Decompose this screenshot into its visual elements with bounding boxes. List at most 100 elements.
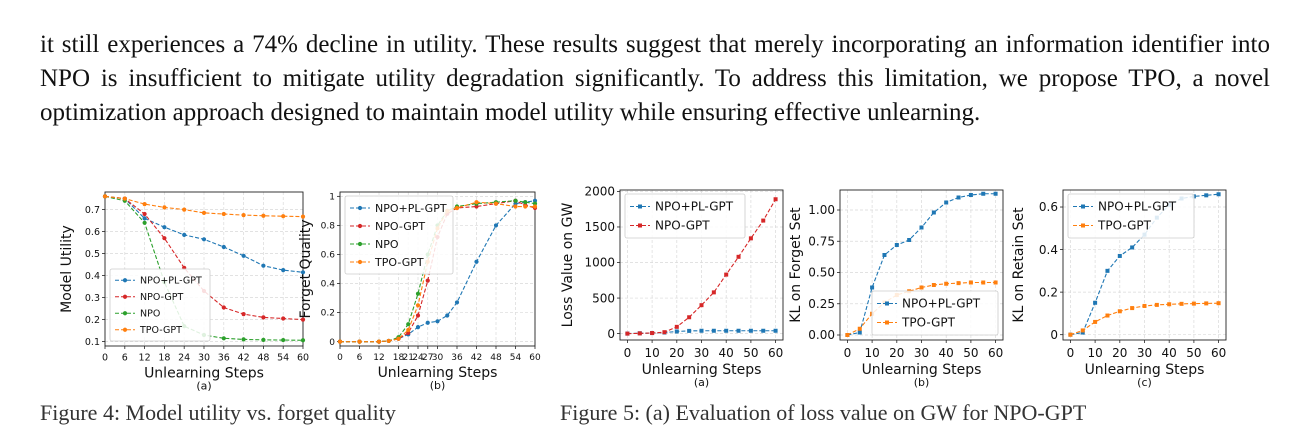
data-point [1191, 301, 1196, 306]
data-point [241, 253, 246, 258]
series-line-1 [104, 195, 304, 321]
x-tick-label: 24 [412, 353, 424, 363]
data-point [221, 211, 226, 217]
y-tick-label: 0 [1050, 328, 1058, 342]
data-point [162, 205, 167, 210]
x-axis-label: Unlearning Steps [1085, 362, 1205, 378]
legend-marker [357, 259, 363, 265]
data-point [445, 313, 450, 318]
data-point [981, 191, 986, 196]
x-tick-label: 18 [393, 353, 405, 363]
subfigure-label: (c) [1137, 376, 1152, 389]
legend-label: NPO+PL-GPT [655, 200, 734, 214]
data-point [1130, 306, 1135, 311]
figure-5c-kl-retain: 0 10 20 30 40 50 60 0 0.2 0.4 0.6 Unlearning Steps(… [1011, 189, 1227, 389]
data-point [1117, 309, 1122, 314]
data-point [415, 313, 421, 318]
x-tick-label: 30 [198, 353, 210, 364]
data-point [523, 200, 528, 205]
legend-marker [122, 311, 128, 316]
y-tick-label: 0.4 [1039, 243, 1058, 257]
x-tick-label: 21 [403, 353, 414, 363]
data-point [281, 268, 286, 273]
data-point [1105, 268, 1110, 273]
x-axis-label: Unlearning Steps [862, 362, 982, 378]
x-tick-label: 0 [624, 346, 632, 360]
legend-label: NPO+PL-GPT [140, 276, 202, 287]
data-point [281, 337, 286, 343]
data-point [1204, 193, 1209, 198]
x-tick-label: 42 [238, 353, 250, 364]
series-line-3 [340, 201, 535, 343]
legend-marker [357, 205, 363, 211]
x-tick-label: 60 [529, 353, 541, 363]
data-point [1204, 301, 1209, 306]
data-point [724, 272, 729, 277]
data-point [493, 201, 499, 206]
data-point [182, 232, 187, 237]
x-tick-label: 40 [1162, 346, 1177, 360]
data-point [981, 280, 986, 285]
y-axis-label: Forget Quality [298, 219, 314, 318]
legend-label: NPO+PL-GPT [375, 202, 447, 215]
data-point [1068, 332, 1073, 337]
series-line-3 [104, 195, 304, 218]
figure-5b-kl-forget: 0 10 20 30 40 50 60 0.00 0.25 0.50 0.75 1.00 Unlearn… [788, 189, 1004, 389]
legend-marker [638, 204, 642, 209]
data-point [687, 315, 692, 320]
data-point [637, 331, 642, 336]
y-tick-label: 0.00 [808, 328, 835, 342]
x-tick-label: 48 [490, 353, 502, 363]
x-axis-label: Unlearning Steps [144, 366, 264, 382]
data-point [1179, 301, 1184, 306]
data-point [857, 326, 862, 331]
x-tick-label: 24 [178, 353, 190, 364]
data-point [931, 283, 936, 287]
x-tick-label: 60 [768, 346, 783, 360]
data-point [1117, 253, 1122, 258]
subfigure-label: (a) [196, 380, 211, 393]
x-tick-label: 60 [297, 353, 309, 364]
legend-marker [357, 223, 363, 229]
data-point [532, 204, 538, 209]
legend-label: TPO-GPT [139, 325, 182, 336]
data-point [699, 328, 704, 333]
x-tick-label: 12 [373, 353, 384, 363]
data-point [845, 333, 850, 337]
y-tick-label: 1 [329, 193, 335, 203]
data-point [162, 236, 167, 241]
data-point [931, 210, 936, 215]
x-tick-label: 0 [844, 346, 852, 360]
x-tick-label: 20 [1112, 346, 1127, 360]
legend-marker [122, 327, 128, 332]
x-tick-label: 50 [963, 346, 978, 360]
data-point [1105, 313, 1110, 318]
data-point [102, 194, 108, 199]
legend-marker [122, 278, 128, 283]
data-point [1093, 300, 1098, 305]
figure-4-caption: Figure 4: Model utility vs. forget quali… [40, 400, 396, 425]
data-point [894, 243, 899, 247]
data-point [221, 336, 226, 341]
y-axis-label: Loss Value on GW [560, 203, 576, 328]
data-point [993, 280, 998, 285]
y-tick-label: 0.2 [85, 315, 100, 326]
data-point [261, 213, 266, 218]
legend-label: NPO [375, 238, 399, 251]
legend-box [624, 193, 746, 239]
data-point [674, 324, 679, 329]
data-point [956, 195, 961, 200]
y-tick-label: 0.25 [808, 297, 835, 311]
data-point [396, 336, 401, 341]
y-tick-label: 0.75 [808, 234, 835, 248]
data-point [919, 285, 924, 290]
data-point [1154, 302, 1159, 307]
x-tick-label: 20 [669, 346, 684, 360]
x-tick-label: 10 [1087, 346, 1102, 360]
data-point [761, 218, 766, 223]
data-point [1216, 192, 1221, 197]
data-point [724, 328, 729, 333]
legend-label: NPO-GPT [140, 292, 183, 303]
legend-label: TPO-GPT [901, 316, 956, 330]
